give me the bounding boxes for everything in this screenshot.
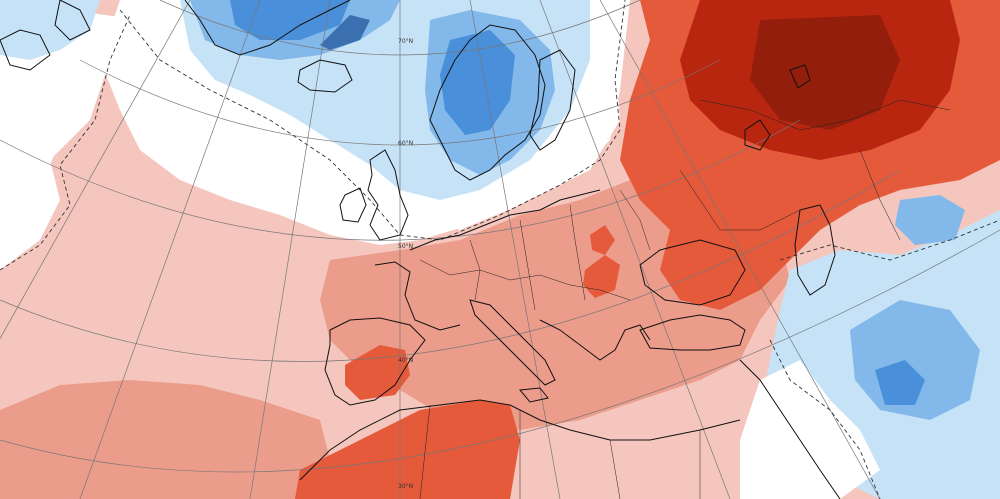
coast-arctic-islands (0, 0, 91, 71)
coast-caspian (794, 204, 836, 296)
coast-ireland (339, 187, 367, 223)
coast-sicily (519, 387, 549, 403)
anomaly-mild-cold-canada (0, 0, 100, 60)
contour-north (119, 0, 626, 241)
coast-balkans (539, 319, 651, 361)
anomaly-strong-cold-middle-east (875, 360, 925, 405)
coast-black-sea (639, 239, 746, 306)
coast-scandinavia (429, 24, 546, 181)
anomaly-very-strong-cold (320, 15, 370, 50)
anomaly-hot-poland (590, 225, 615, 255)
coast-britain (367, 149, 409, 241)
coast-north-africa (299, 399, 741, 481)
meridian-6 (599, 0, 881, 499)
lat-label-30: 30°N (398, 483, 413, 490)
coast-greenland (184, 0, 351, 56)
coast-france (374, 261, 461, 331)
coast-turkey (639, 314, 746, 351)
parallel-30 (0, 229, 1000, 473)
lat-label-50: 50°N (398, 243, 413, 250)
anomaly-neutral-west (0, 20, 80, 260)
coast-aral (744, 119, 771, 151)
meridian-3 (79, 0, 261, 499)
coast-finland (529, 49, 576, 151)
coast-iceland (297, 59, 353, 93)
anomaly-hot-north-africa (295, 400, 520, 499)
anomaly-hot-balkans (583, 255, 620, 298)
lat-label-70: 70°N (398, 38, 413, 45)
coast-italy (469, 299, 556, 386)
anomaly-strong-cold-scandinavia (440, 30, 515, 135)
contour-east (779, 219, 1000, 261)
coast-levant (739, 359, 841, 499)
coast-lake-east (789, 64, 811, 89)
anomaly-extreme-core (750, 15, 900, 130)
parallel-40 (0, 169, 901, 362)
meridian-7 (0, 0, 191, 340)
latitude-labels: 70°N 60°N 50°N 40°N 30°N (398, 38, 413, 490)
country-borders (419, 99, 951, 499)
anomaly-strong-cold-greenland (230, 0, 350, 40)
contour-south-east (769, 339, 881, 499)
coast-iberia (324, 317, 426, 406)
lat-label-60: 60°N (398, 140, 413, 147)
meridian-2 (249, 0, 331, 499)
anomaly-neutral-middle-east (740, 360, 880, 499)
coastlines (0, 0, 841, 499)
coast-europe (409, 189, 601, 251)
lat-label-40: 40°N (398, 357, 413, 364)
anomaly-cold-caspian (895, 195, 965, 245)
meridian-4 (469, 0, 561, 499)
meridian-5 (539, 0, 731, 499)
